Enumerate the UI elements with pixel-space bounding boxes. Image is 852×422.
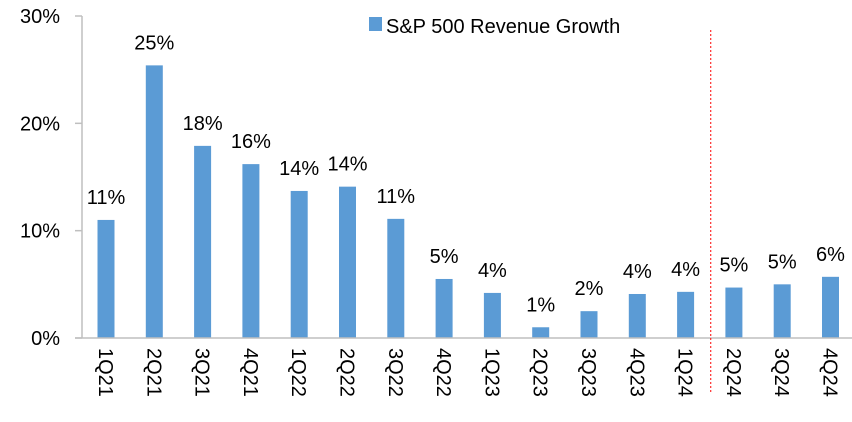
x-tick-label: 4Q22: [432, 348, 454, 397]
data-label: 5%: [719, 255, 748, 277]
x-tick-label: 1Q24: [674, 348, 696, 397]
bar: [628, 293, 646, 338]
x-tick-label: 1Q23: [480, 348, 502, 397]
data-label: 4%: [478, 260, 507, 282]
legend-label: S&P 500 Revenue Growth: [386, 16, 620, 38]
data-label: 11%: [377, 186, 416, 208]
x-tick-label: 3Q21: [191, 348, 213, 397]
bar: [387, 218, 405, 338]
x-axis: 1Q21 2Q21 3Q21 4Q21 1Q22 2Q22 3Q22 4Q22 1Q23 2Q23…: [75, 337, 852, 397]
bar: [242, 164, 260, 338]
bar: [822, 276, 839, 338]
x-tick-label: 3Q24: [770, 348, 792, 397]
x-tick-label: 2Q21: [142, 348, 164, 397]
legend-swatch: [369, 17, 382, 31]
legend: S&P 500 Revenue Growth: [369, 16, 620, 38]
data-label: 4%: [671, 259, 700, 281]
data-label: 14%: [279, 158, 319, 180]
x-tick-label: 4Q21: [239, 348, 261, 397]
data-label: 16%: [231, 131, 271, 153]
data-label: 2%: [575, 278, 604, 300]
x-tick-label: 2Q24: [722, 348, 744, 397]
x-tick-label: 2Q23: [529, 348, 551, 397]
y-tick-label: 30%: [20, 6, 60, 28]
data-label: 1%: [526, 294, 555, 316]
x-tick-label: 3Q23: [577, 348, 599, 397]
bar: [339, 186, 356, 338]
x-tick-label: 1Q22: [287, 348, 309, 397]
bar: [194, 145, 212, 338]
bar: [97, 219, 115, 338]
x-tick-label: 1Q21: [94, 348, 116, 397]
bar: [532, 327, 550, 338]
x-tick-label: 2Q22: [336, 348, 358, 397]
x-tick-label: 4Q24: [819, 348, 841, 397]
bar: [145, 65, 163, 338]
data-label: 14%: [327, 154, 367, 176]
bar: [483, 292, 501, 338]
x-tick-label: 4Q23: [625, 348, 647, 397]
bar: [725, 287, 743, 338]
bar: [773, 284, 791, 338]
data-label: 4%: [623, 261, 652, 283]
data-label: 18%: [183, 113, 223, 135]
y-tick-label: 0%: [31, 328, 60, 350]
data-label: 6%: [816, 244, 845, 266]
bar: [580, 311, 598, 338]
bar: [677, 291, 695, 338]
data-label: 5%: [430, 246, 459, 268]
bar: [435, 278, 453, 338]
y-tick-label: 10%: [20, 221, 60, 243]
data-label: 25%: [134, 32, 174, 54]
data-label: 5%: [768, 251, 797, 273]
bar: [290, 190, 308, 338]
data-label: 11%: [87, 187, 126, 209]
y-tick-label: 20%: [20, 113, 60, 135]
bars: [97, 65, 839, 338]
data-labels: 11% 25% 18% 16% 14% 14% 11% 5% 4% 1% 2% 4% 4% 5% 5% 6%: [87, 32, 845, 316]
y-axis: 0% 10% 20% 30%: [20, 6, 83, 350]
x-tick-label: 3Q22: [384, 348, 406, 397]
